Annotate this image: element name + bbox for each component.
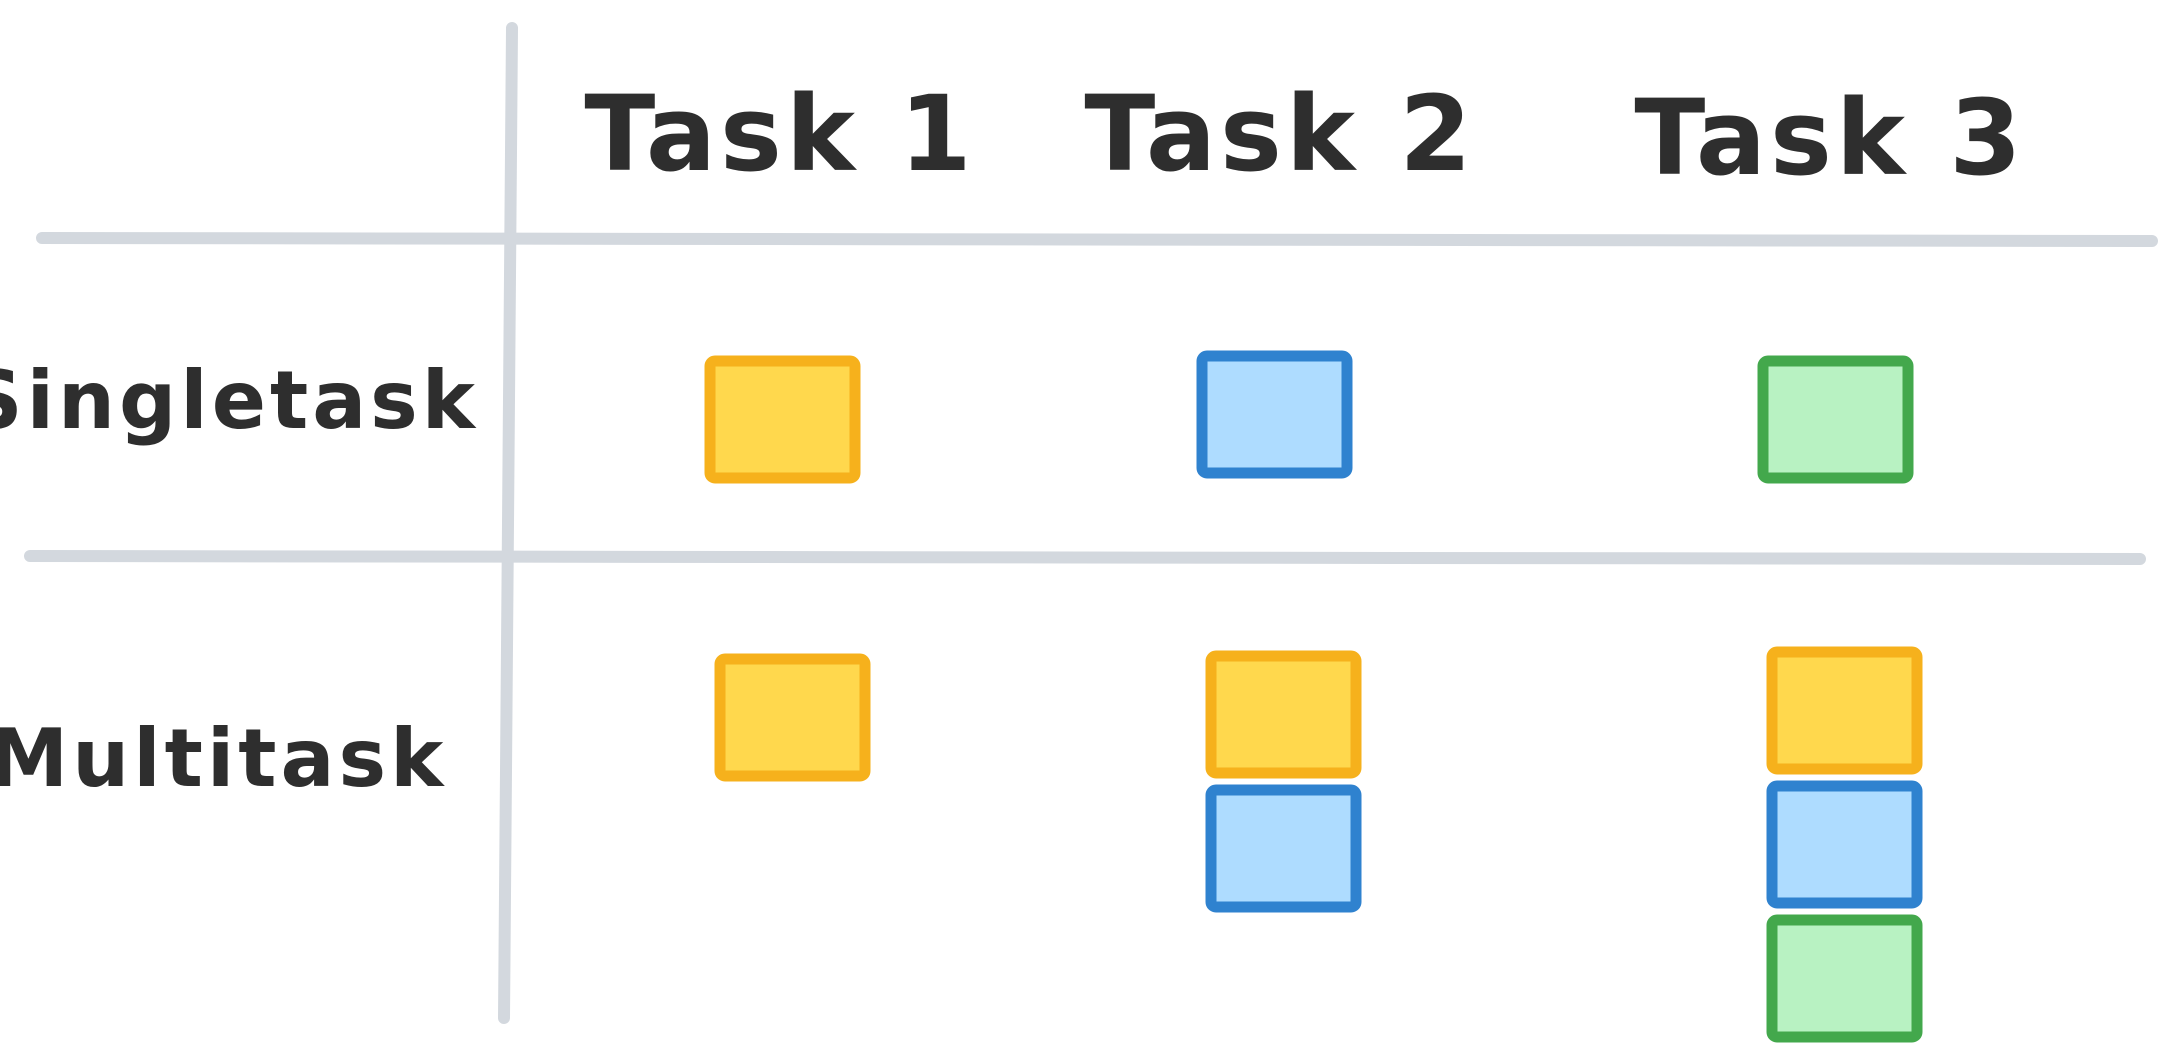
task-box-yellow [1205,650,1362,779]
task-box-green [1766,914,1923,1043]
vertical-divider [498,22,518,1024]
task-box-yellow [704,355,861,484]
cell-multitask-task-1 [714,653,871,782]
cell-singletask-task-3 [1757,355,1914,484]
header-divider [36,231,2158,247]
task-box-green [1757,355,1914,484]
task-box-yellow [714,653,871,782]
cell-multitask-task-2 [1205,650,1362,913]
row-label-singletask: Singletask [0,354,479,447]
task-box-blue [1766,780,1923,909]
cell-multitask-task-3 [1766,646,1923,1043]
column-header-task-3: Task 3 [1634,77,2025,199]
cell-singletask-task-2 [1196,350,1353,479]
task-box-blue [1205,784,1362,913]
row-label-multitask: Multitask [0,712,447,805]
row-divider [24,549,2146,565]
task-box-blue [1196,350,1353,479]
column-header-task-1: Task 1 [584,73,975,195]
task-box-yellow [1766,646,1923,775]
cell-singletask-task-1 [704,355,861,484]
column-header-task-2: Task 2 [1084,73,1475,195]
